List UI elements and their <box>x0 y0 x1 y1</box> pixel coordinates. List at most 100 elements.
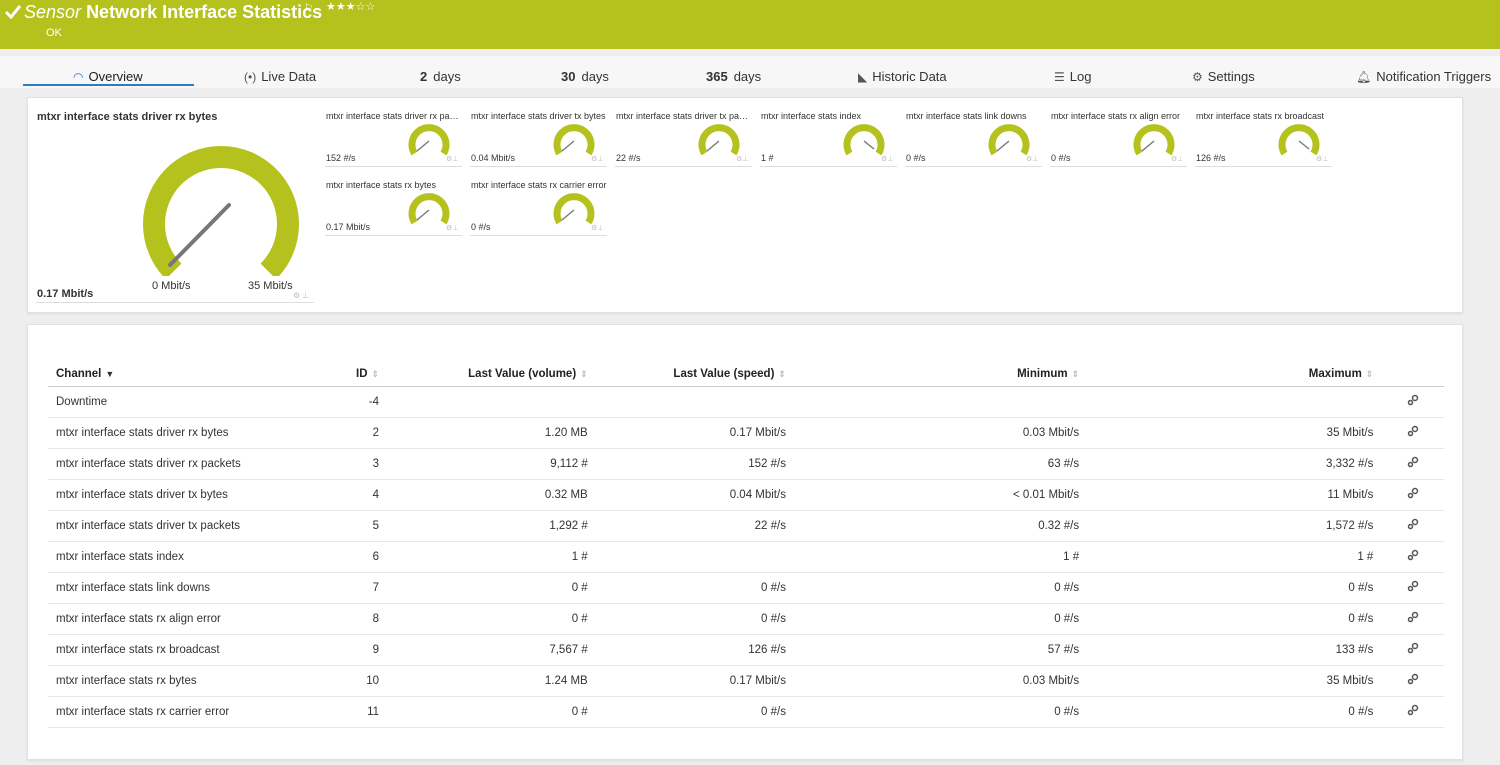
cell-minimum: < 0.01 Mbit/s <box>793 479 1088 511</box>
cell-speed: 0.04 Mbit/s <box>595 479 794 511</box>
tab-2-days[interactable]: 2 days <box>420 69 461 87</box>
gauge-needle <box>416 140 430 152</box>
gauge-tools[interactable]: ⚙⊥ <box>1026 155 1038 163</box>
channel-gauge[interactable]: mtxr interface stats rx broadcast 126 #/s… <box>1195 108 1332 170</box>
pin-icon[interactable]: ⊥ <box>597 156 604 163</box>
gauge-tools[interactable]: ⚙⊥ <box>736 155 748 163</box>
channel-gauge[interactable]: mtxr interface stats driver tx packets 22… <box>615 108 752 170</box>
gauge-tools[interactable]: ⚙⊥ <box>1316 155 1328 163</box>
table-row[interactable]: mtxr interface stats link downs 7 0 #0 #/s… <box>48 572 1444 604</box>
tab-365-days[interactable]: 365 days <box>706 69 761 87</box>
gear-icon[interactable]: ⚙ <box>1026 156 1033 163</box>
flag-icon[interactable]: ⚐ <box>304 3 313 14</box>
tab-historic-data[interactable]: ◣ Historic Data <box>858 69 947 87</box>
gauge-divider <box>325 235 462 236</box>
channel-settings-icon[interactable] <box>1407 549 1419 561</box>
tab-notification-triggers[interactable]: 🔔︎ Notification Triggers <box>1356 69 1491 87</box>
table-row[interactable]: mtxr interface stats driver rx packets 3 9… <box>48 448 1444 480</box>
table-row[interactable]: mtxr interface stats rx bytes 10 1.24 MB 0.… <box>48 665 1444 697</box>
sort-icon[interactable]: ⇕ <box>1365 368 1374 379</box>
col-minimum[interactable]: Minimum ⇕ <box>793 362 1088 387</box>
channel-gauge[interactable]: mtxr interface stats driver tx bytes 0.04… <box>470 108 607 170</box>
gauge-value: 0.17 Mbit/s <box>37 288 94 300</box>
pin-icon[interactable]: ⊥ <box>452 225 459 232</box>
table-row[interactable]: mtxr interface stats driver tx bytes 4 0.3… <box>48 479 1444 511</box>
table-row[interactable]: mtxr interface stats rx carrier error 11 0… <box>48 696 1444 728</box>
pin-icon[interactable]: ⊥ <box>1032 156 1039 163</box>
area-chart-icon: ◣ <box>858 70 868 84</box>
sort-icon[interactable]: ⇕ <box>371 368 380 379</box>
sort-icon[interactable]: ⇕ <box>1071 368 1080 379</box>
tab-30-days[interactable]: 30 days <box>561 69 609 87</box>
channel-settings-icon[interactable] <box>1407 425 1419 437</box>
gear-icon[interactable]: ⚙ <box>591 225 598 232</box>
channel-settings-icon[interactable] <box>1407 611 1419 623</box>
col-channel[interactable]: Channel ▼ <box>48 362 341 387</box>
pin-icon[interactable]: ⊥ <box>302 291 310 300</box>
gauge-tools[interactable]: ⚙⊥ <box>446 224 458 232</box>
gear-icon[interactable]: ⚙ <box>1316 156 1323 163</box>
cell-speed: 0.17 Mbit/s <box>595 665 794 697</box>
gauge-label: mtxr interface stats rx carrier error <box>471 180 607 190</box>
gauge-label: mtxr interface stats index <box>761 111 862 121</box>
table-row[interactable]: mtxr interface stats rx align error 8 0 #0… <box>48 603 1444 635</box>
gear-icon[interactable]: ⚙ <box>736 156 743 163</box>
channel-settings-icon[interactable] <box>1407 518 1419 530</box>
primary-channel-gauge[interactable]: mtxr interface stats driver rx bytes 0 M… <box>36 108 316 308</box>
gear-icon[interactable]: ⚙ <box>293 291 301 300</box>
channel-settings-icon[interactable] <box>1407 487 1419 499</box>
col-maximum[interactable]: Maximum ⇕ <box>1087 362 1382 387</box>
channel-settings-icon[interactable] <box>1407 580 1419 592</box>
pin-icon[interactable]: ⊥ <box>1177 156 1184 163</box>
channel-settings-icon[interactable] <box>1407 642 1419 654</box>
table-row[interactable]: mtxr interface stats rx broadcast 9 7,567 … <box>48 634 1444 666</box>
channel-gauge[interactable]: mtxr interface stats rx align error 0 #/s… <box>1050 108 1187 170</box>
gear-icon[interactable]: ⚙ <box>881 156 888 163</box>
gauge-label: mtxr interface stats driver tx bytes <box>471 111 606 121</box>
table-row[interactable]: mtxr interface stats driver tx packets 5 1… <box>48 510 1444 542</box>
gauge-tools[interactable]: ⚙⊥ <box>591 224 603 232</box>
sort-icon[interactable]: ⇕ <box>580 368 588 379</box>
channel-gauge[interactable]: mtxr interface stats rx bytes 0.17 Mbit/s… <box>325 177 462 239</box>
pin-icon[interactable]: ⊥ <box>597 225 604 232</box>
pin-icon[interactable]: ⊥ <box>887 156 894 163</box>
pin-icon[interactable]: ⊥ <box>742 156 749 163</box>
tab-overview[interactable]: ◠ Overview <box>73 69 143 87</box>
channel-settings-icon[interactable] <box>1407 394 1419 406</box>
channel-gauge[interactable]: mtxr interface stats driver rx packets 15… <box>325 108 462 170</box>
gauge-tools[interactable]: ⚙ ⊥ <box>293 291 309 300</box>
channel-gauge[interactable]: mtxr interface stats index 1 # ⚙⊥ <box>760 108 897 170</box>
gauge-tools[interactable]: ⚙⊥ <box>881 155 893 163</box>
gauge-value: 152 #/s <box>326 153 356 163</box>
col-id[interactable]: ID ⇕ <box>340 362 388 387</box>
table-row[interactable]: mtxr interface stats index 6 1 #1 #1 # <box>48 541 1444 573</box>
tab-log[interactable]: ☰ Log <box>1054 69 1091 87</box>
channel-gauge[interactable]: mtxr interface stats rx carrier error 0 #… <box>470 177 607 239</box>
gear-icon[interactable]: ⚙ <box>591 156 598 163</box>
gauge-tools[interactable]: ⚙⊥ <box>591 155 603 163</box>
channel-settings-icon[interactable] <box>1407 704 1419 716</box>
gear-icon[interactable]: ⚙ <box>446 225 453 232</box>
channel-settings-icon[interactable] <box>1407 456 1419 468</box>
pin-icon[interactable]: ⊥ <box>452 156 459 163</box>
col-speed[interactable]: Last Value (speed) ⇕ <box>595 362 794 387</box>
sort-desc-icon[interactable]: ▼ <box>105 368 115 379</box>
cell-id: 10 <box>340 665 388 697</box>
col-volume[interactable]: Last Value (volume) ⇕ <box>387 362 596 387</box>
gauge-tools[interactable]: ⚙⊥ <box>1171 155 1183 163</box>
gauge-dial <box>553 124 595 156</box>
pin-icon[interactable]: ⊥ <box>1322 156 1329 163</box>
channel-gauge[interactable]: mtxr interface stats link downs 0 #/s ⚙⊥ <box>905 108 1042 170</box>
priority-stars[interactable]: ★★★☆☆ <box>326 1 376 13</box>
gear-icon[interactable]: ⚙ <box>1171 156 1178 163</box>
channel-settings-icon[interactable] <box>1407 673 1419 685</box>
gauge-tools[interactable]: ⚙⊥ <box>446 155 458 163</box>
sort-icon[interactable]: ⇕ <box>778 368 786 379</box>
tab-notification-triggers-label: Notification Triggers <box>1376 69 1492 84</box>
table-row[interactable]: mtxr interface stats driver rx bytes 2 1.2… <box>48 417 1444 449</box>
tab-live-data[interactable]: (•) Live Data <box>244 69 316 87</box>
tab-settings[interactable]: ⚙ Settings <box>1192 69 1255 87</box>
table-row[interactable]: Downtime -4 <box>48 386 1444 418</box>
gauge-value: 1 # <box>761 153 774 163</box>
gear-icon[interactable]: ⚙ <box>446 156 453 163</box>
